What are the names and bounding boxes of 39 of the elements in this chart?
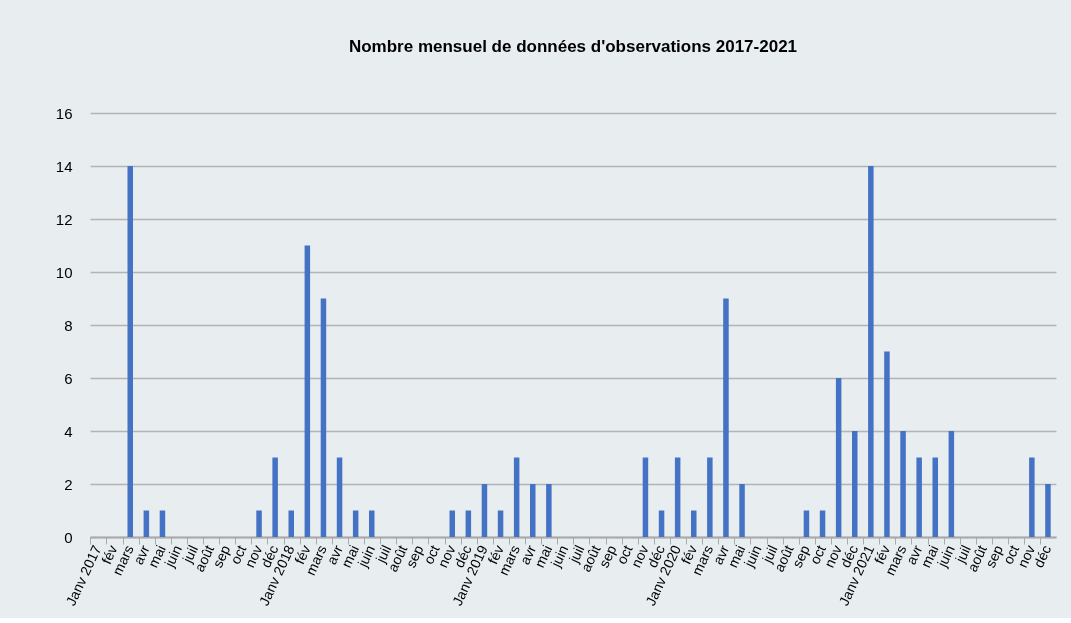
bar	[127, 166, 133, 537]
y-tick-label: 6	[64, 369, 73, 387]
bar	[320, 298, 327, 537]
y-tick-label: 16	[55, 104, 73, 122]
bar	[723, 298, 729, 537]
bar	[481, 484, 488, 537]
bar	[1045, 484, 1051, 537]
y-tick-label: 12	[55, 210, 73, 228]
bar	[304, 245, 311, 537]
bar	[884, 351, 890, 537]
bar	[691, 510, 697, 537]
bar	[642, 457, 649, 537]
y-tick-label: 8	[64, 316, 73, 334]
bar	[546, 484, 552, 537]
bar	[369, 510, 375, 537]
bar	[256, 510, 262, 537]
bar	[288, 510, 294, 537]
bar	[336, 457, 343, 537]
y-tick-label: 0	[64, 528, 73, 546]
bar	[852, 431, 858, 537]
bar	[449, 510, 455, 537]
bar	[513, 457, 520, 537]
bar	[835, 378, 842, 537]
y-tick-label: 10	[55, 263, 73, 281]
bar	[674, 457, 681, 537]
bar	[272, 457, 278, 537]
bar	[932, 457, 938, 537]
bar	[900, 431, 906, 537]
bar	[530, 484, 536, 537]
bar	[707, 457, 713, 537]
bar	[739, 484, 745, 537]
bar	[1029, 457, 1035, 537]
chart-title: Nombre mensuel de données d'observations 2017-2021	[348, 37, 798, 56]
y-tick-label: 14	[55, 157, 73, 175]
bar	[948, 431, 955, 537]
bar	[868, 166, 874, 537]
y-tick-label: 2	[64, 475, 73, 493]
y-tick-label: 4	[64, 422, 73, 440]
bar	[916, 457, 922, 537]
